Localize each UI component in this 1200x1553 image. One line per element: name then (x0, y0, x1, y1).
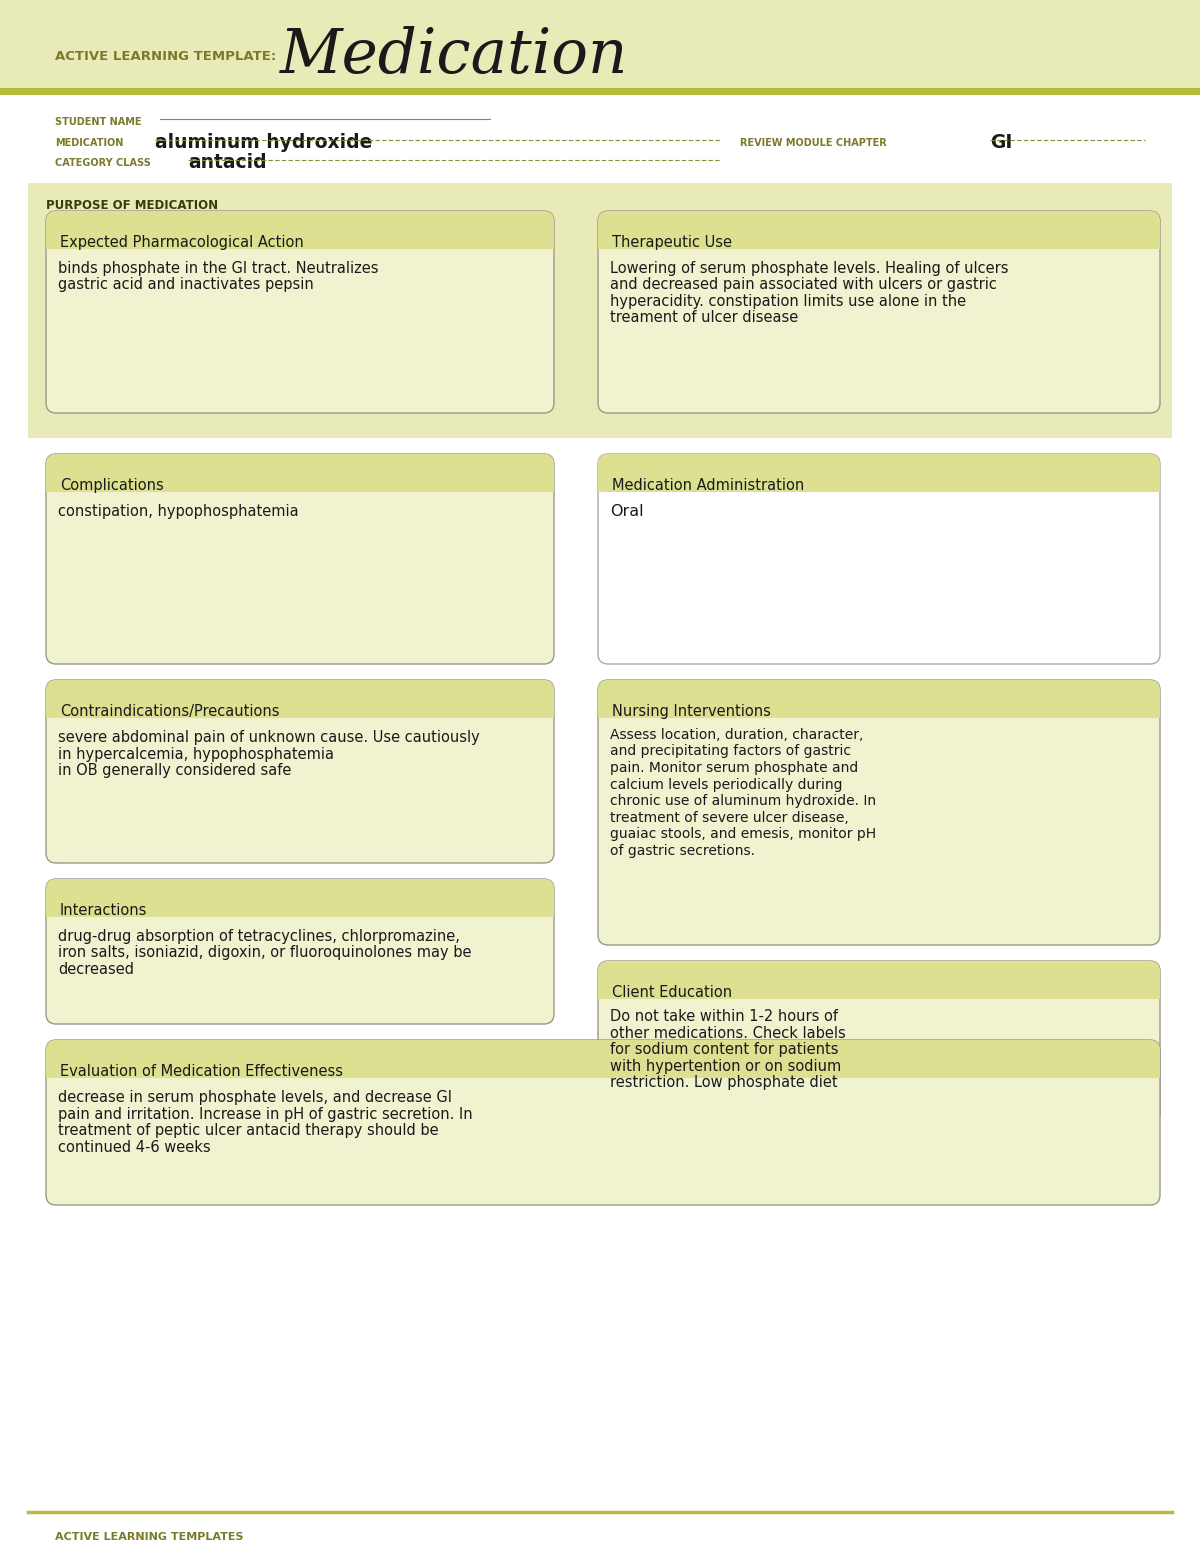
Text: pain. Monitor serum phosphate and: pain. Monitor serum phosphate and (610, 761, 858, 775)
Text: treatment of peptic ulcer antacid therapy should be: treatment of peptic ulcer antacid therap… (58, 1123, 439, 1138)
Text: STUDENT NAME: STUDENT NAME (55, 116, 142, 127)
FancyBboxPatch shape (598, 211, 1160, 413)
Bar (598, 699, 1160, 717)
Text: ACTIVE LEARNING TEMPLATES: ACTIVE LEARNING TEMPLATES (55, 1531, 244, 1542)
FancyBboxPatch shape (598, 961, 1160, 1123)
Text: Do not take within 1-2 hours of: Do not take within 1-2 hours of (610, 1009, 838, 1023)
Text: in OB generally considered safe: in OB generally considered safe (58, 763, 292, 778)
FancyBboxPatch shape (46, 453, 554, 492)
Text: iron salts, isoniazid, digoxin, or fluoroquinolones may be: iron salts, isoniazid, digoxin, or fluor… (58, 946, 472, 960)
Bar (0, 0, 1200, 89)
FancyBboxPatch shape (598, 453, 1160, 492)
Text: for sodium content for patients: for sodium content for patients (610, 1042, 839, 1058)
FancyBboxPatch shape (46, 879, 554, 916)
Text: treament of ulcer disease: treament of ulcer disease (610, 311, 798, 326)
Text: of gastric secretions.: of gastric secretions. (610, 843, 755, 857)
Text: ACTIVE LEARNING TEMPLATE:: ACTIVE LEARNING TEMPLATE: (55, 50, 276, 62)
Text: decrease in serum phosphate levels, and decrease GI: decrease in serum phosphate levels, and … (58, 1090, 452, 1106)
FancyBboxPatch shape (598, 680, 1160, 717)
Text: drug-drug absorption of tetracyclines, chlorpromazine,: drug-drug absorption of tetracyclines, c… (58, 929, 460, 944)
Text: aluminum hydroxide: aluminum hydroxide (155, 134, 372, 152)
Text: CATEGORY CLASS: CATEGORY CLASS (55, 158, 151, 168)
Text: with hypertention or on sodium: with hypertention or on sodium (610, 1059, 841, 1073)
FancyBboxPatch shape (46, 1041, 1160, 1205)
Text: Evaluation of Medication Effectiveness: Evaluation of Medication Effectiveness (60, 1064, 343, 1079)
Text: Assess location, duration, character,: Assess location, duration, character, (610, 728, 863, 742)
FancyBboxPatch shape (46, 453, 554, 665)
Text: and decreased pain associated with ulcers or gastric: and decreased pain associated with ulcer… (610, 278, 997, 292)
Bar (46, 1059, 1160, 1078)
Text: constipation, hypophosphatemia: constipation, hypophosphatemia (58, 505, 299, 519)
Text: decreased: decreased (58, 961, 134, 977)
Text: continued 4-6 weeks: continued 4-6 weeks (58, 1140, 211, 1154)
Text: Medication: Medication (280, 26, 629, 85)
Text: GI: GI (990, 134, 1013, 152)
FancyBboxPatch shape (46, 680, 554, 863)
Text: PURPOSE OF MEDICATION: PURPOSE OF MEDICATION (46, 199, 218, 213)
Text: Client Education: Client Education (612, 985, 732, 1000)
Text: guaiac stools, and emesis, monitor pH: guaiac stools, and emesis, monitor pH (610, 828, 876, 842)
Text: treatment of severe ulcer disease,: treatment of severe ulcer disease, (610, 811, 848, 825)
Bar (46, 898, 554, 916)
Text: chronic use of aluminum hydroxide. In: chronic use of aluminum hydroxide. In (610, 794, 876, 808)
FancyBboxPatch shape (598, 961, 1160, 999)
Bar (46, 230, 554, 248)
Text: Medication Administration: Medication Administration (612, 478, 804, 492)
FancyBboxPatch shape (598, 211, 1160, 248)
Text: Nursing Interventions: Nursing Interventions (612, 704, 770, 719)
Bar (28, 183, 1172, 438)
Text: Lowering of serum phosphate levels. Healing of ulcers: Lowering of serum phosphate levels. Heal… (610, 261, 1008, 276)
Text: Therapeutic Use: Therapeutic Use (612, 235, 732, 250)
Bar (598, 980, 1160, 999)
Bar (0, 89, 1200, 95)
Text: MEDICATION: MEDICATION (55, 138, 124, 148)
Text: and precipitating factors of gastric: and precipitating factors of gastric (610, 744, 851, 758)
FancyBboxPatch shape (46, 211, 554, 248)
FancyBboxPatch shape (46, 211, 554, 413)
Text: calcium levels periodically during: calcium levels periodically during (610, 778, 842, 792)
Text: Expected Pharmacological Action: Expected Pharmacological Action (60, 235, 304, 250)
FancyBboxPatch shape (46, 1041, 1160, 1078)
Text: Interactions: Interactions (60, 902, 148, 918)
Text: hyperacidity. constipation limits use alone in the: hyperacidity. constipation limits use al… (610, 294, 966, 309)
FancyBboxPatch shape (598, 680, 1160, 944)
FancyBboxPatch shape (46, 879, 554, 1023)
Text: binds phosphate in the GI tract. Neutralizes: binds phosphate in the GI tract. Neutral… (58, 261, 378, 276)
Text: severe abdominal pain of unknown cause. Use cautiously: severe abdominal pain of unknown cause. … (58, 730, 480, 745)
Text: restriction. Low phosphate diet: restriction. Low phosphate diet (610, 1075, 838, 1090)
Text: other medications. Check labels: other medications. Check labels (610, 1025, 846, 1041)
Text: REVIEW MODULE CHAPTER: REVIEW MODULE CHAPTER (740, 138, 887, 148)
Text: Complications: Complications (60, 478, 163, 492)
Bar (598, 230, 1160, 248)
FancyBboxPatch shape (598, 453, 1160, 665)
FancyBboxPatch shape (46, 680, 554, 717)
Text: antacid: antacid (188, 154, 266, 172)
Bar (46, 699, 554, 717)
Text: Oral: Oral (610, 505, 643, 519)
Bar (598, 474, 1160, 492)
Text: Contraindications/Precautions: Contraindications/Precautions (60, 704, 280, 719)
Text: in hypercalcemia, hypophosphatemia: in hypercalcemia, hypophosphatemia (58, 747, 334, 761)
Bar (46, 474, 554, 492)
Text: gastric acid and inactivates pepsin: gastric acid and inactivates pepsin (58, 278, 313, 292)
Text: pain and irritation. Increase in pH of gastric secretion. In: pain and irritation. Increase in pH of g… (58, 1106, 473, 1121)
